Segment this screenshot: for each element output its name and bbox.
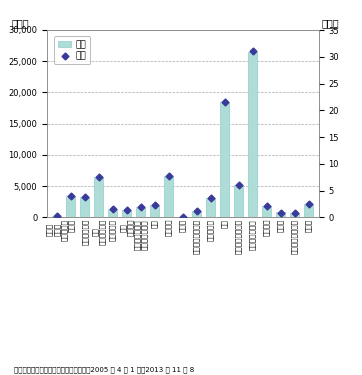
Bar (248, 52, 257, 217)
Bar (52, 216, 62, 217)
Text: （％）: （％） (321, 18, 339, 28)
Bar (136, 207, 146, 218)
Bar (66, 196, 75, 217)
Legend: 件数, 割合: 件数, 割合 (54, 36, 90, 64)
Bar (192, 211, 201, 217)
Bar (122, 210, 131, 218)
Bar (262, 206, 272, 218)
Bar (304, 204, 313, 218)
Bar (276, 213, 285, 217)
Bar (150, 205, 159, 218)
Text: 資料：大阪商工会議所より提供。なお、2005 年 4 月 1 日～2013 年 11 月 8: 資料：大阪商工会議所より提供。なお、2005 年 4 月 1 日～2013 年 … (14, 366, 195, 373)
Text: （件）: （件） (12, 18, 29, 28)
Bar (94, 177, 104, 218)
Bar (108, 209, 117, 218)
Bar (164, 176, 173, 218)
Bar (220, 102, 230, 218)
Bar (234, 185, 243, 218)
Bar (80, 198, 89, 217)
Bar (290, 213, 299, 217)
Bar (206, 198, 215, 217)
